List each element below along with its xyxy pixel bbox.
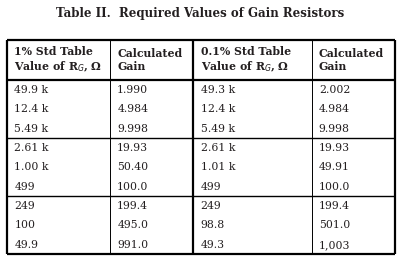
Text: 50.40: 50.40 <box>117 162 148 172</box>
Text: 991.0: 991.0 <box>117 240 148 250</box>
Text: 49.9 k: 49.9 k <box>14 85 49 95</box>
Text: 249: 249 <box>200 201 221 211</box>
Text: 2.002: 2.002 <box>319 85 350 95</box>
Text: 5.49 k: 5.49 k <box>200 123 235 133</box>
Text: 1.00 k: 1.00 k <box>14 162 49 172</box>
Text: 249: 249 <box>14 201 35 211</box>
Text: 501.0: 501.0 <box>319 220 350 230</box>
Text: 49.3: 49.3 <box>200 240 225 250</box>
Text: 199.4: 199.4 <box>117 201 148 211</box>
Text: 12.4 k: 12.4 k <box>14 104 49 114</box>
Text: 1% Std Table
Value of R$_G$, Ω: 1% Std Table Value of R$_G$, Ω <box>14 46 103 74</box>
Text: 100: 100 <box>14 220 35 230</box>
Text: 9.998: 9.998 <box>319 123 350 133</box>
Text: 1,003: 1,003 <box>319 240 350 250</box>
Text: 12.4 k: 12.4 k <box>200 104 235 114</box>
Text: 100.0: 100.0 <box>117 182 148 192</box>
Text: 0.1% Std Table
Value of R$_G$, Ω: 0.1% Std Table Value of R$_G$, Ω <box>200 46 291 74</box>
Text: Table II.  Required Values of Gain Resistors: Table II. Required Values of Gain Resist… <box>57 7 344 20</box>
Text: 49.3 k: 49.3 k <box>200 85 235 95</box>
Text: 98.8: 98.8 <box>200 220 225 230</box>
Text: 100.0: 100.0 <box>319 182 350 192</box>
Text: 49.91: 49.91 <box>319 162 350 172</box>
Text: 499: 499 <box>14 182 35 192</box>
Text: 19.93: 19.93 <box>117 143 148 153</box>
Text: 9.998: 9.998 <box>117 123 148 133</box>
Text: 19.93: 19.93 <box>319 143 350 153</box>
Text: 2.61 k: 2.61 k <box>14 143 49 153</box>
Text: 495.0: 495.0 <box>117 220 148 230</box>
Text: 4.984: 4.984 <box>117 104 148 114</box>
Text: Calculated
Gain: Calculated Gain <box>319 48 384 72</box>
Text: Calculated
Gain: Calculated Gain <box>117 48 182 72</box>
Text: 2.61 k: 2.61 k <box>200 143 235 153</box>
Text: 1.01 k: 1.01 k <box>200 162 235 172</box>
Text: 4.984: 4.984 <box>319 104 350 114</box>
Text: 49.9: 49.9 <box>14 240 38 250</box>
Text: 199.4: 199.4 <box>319 201 350 211</box>
Text: 5.49 k: 5.49 k <box>14 123 49 133</box>
Text: 1.990: 1.990 <box>117 85 148 95</box>
Text: 499: 499 <box>200 182 221 192</box>
